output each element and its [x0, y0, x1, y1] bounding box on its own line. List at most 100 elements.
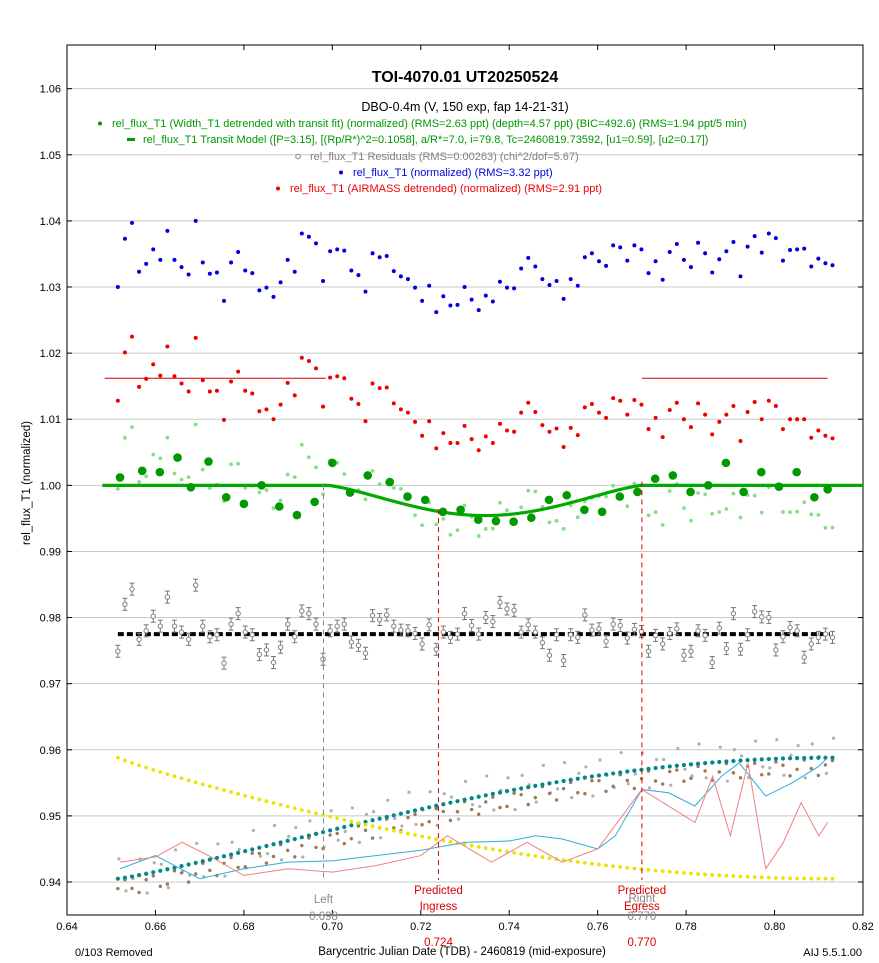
detrended-binned-point: [686, 487, 695, 497]
yellow-point: [250, 795, 255, 800]
normalized-point: [165, 228, 170, 233]
teal-point: [129, 874, 135, 879]
teal-point: [533, 783, 538, 788]
detrended-raw-point: [476, 534, 481, 538]
residual-point: [631, 626, 638, 633]
normalized-point: [674, 242, 679, 247]
silver-point: [230, 840, 234, 844]
yellow-point: [632, 866, 637, 871]
teal-point: [717, 759, 722, 765]
residual-point: [391, 623, 397, 629]
residual-point: [263, 647, 270, 653]
yellow-point: [667, 869, 672, 874]
residual-point: [398, 627, 404, 633]
teal-point: [236, 850, 241, 855]
yellow-point: [406, 831, 410, 836]
silver-point: [803, 776, 807, 780]
brown-point: [703, 769, 707, 773]
normalized-point: [731, 240, 736, 245]
detrended-binned-point: [173, 453, 182, 462]
yellow-point: [781, 876, 785, 880]
teal-point: [455, 799, 460, 804]
teal-point: [363, 819, 368, 825]
silver-point: [251, 828, 255, 832]
normalized-point: [519, 266, 524, 271]
brown-point: [689, 776, 693, 780]
teal-point: [568, 777, 573, 782]
ingress-marker-label: Predicted: [414, 885, 463, 897]
normalized-point: [681, 257, 686, 262]
teal-point: [462, 797, 467, 802]
normalized-point: [738, 274, 743, 279]
left-marker-value: 0.698: [309, 911, 338, 923]
yellow-point: [306, 809, 311, 814]
airmass-point: [377, 386, 382, 391]
brown-point: [342, 841, 346, 846]
residual-point: [674, 626, 680, 632]
yellow-point: [229, 790, 233, 794]
detrended-raw-point: [483, 527, 488, 531]
brown-point: [151, 874, 155, 878]
silver-point: [329, 809, 333, 813]
yellow-point: [696, 872, 700, 876]
residual-point: [362, 650, 369, 656]
teal-point: [278, 840, 283, 845]
detrended-binned-point: [155, 467, 165, 477]
silver-point: [704, 776, 708, 780]
teal-point: [172, 865, 177, 870]
residual-point: [808, 641, 814, 647]
residual-point: [136, 636, 142, 643]
silver-point: [754, 739, 758, 743]
egress-marker-value: 0.770: [627, 937, 656, 949]
airmass-point: [547, 429, 552, 434]
detrended-binned-point: [509, 517, 518, 527]
residual-point: [603, 638, 609, 645]
normalized-point: [596, 259, 601, 264]
legend-label: rel_flux_T1 Transit Model ([P=3.15], [(R…: [143, 134, 708, 146]
teal-point: [603, 772, 609, 777]
brown-point: [477, 812, 481, 816]
yellow-point: [795, 876, 800, 881]
silver-point: [258, 854, 262, 858]
brown-point: [455, 810, 460, 814]
silver-point: [456, 817, 461, 821]
residual-point: [327, 628, 333, 634]
yellow-point: [356, 821, 361, 825]
airmass-point: [448, 441, 453, 446]
residual-point: [115, 648, 121, 654]
normalized-point: [299, 231, 304, 236]
yellow-point: [335, 816, 340, 821]
detrended-raw-point: [731, 491, 736, 496]
teal-point: [653, 765, 658, 771]
residual-point: [355, 642, 362, 649]
normalized-point: [547, 283, 552, 288]
airmass-point: [257, 409, 262, 414]
yellow-point: [788, 876, 792, 881]
normalized-point: [377, 255, 382, 260]
yellow-point: [222, 788, 226, 792]
brown-point: [505, 804, 509, 809]
normalized-point: [193, 218, 198, 223]
detrended-raw-point: [809, 512, 814, 517]
normalized-point: [328, 249, 333, 254]
yellow-point: [179, 776, 184, 781]
normalized-point: [200, 260, 205, 265]
yellow-point: [137, 763, 141, 768]
yellow-point: [236, 791, 241, 796]
detrended-binned-point: [363, 471, 373, 480]
residual-point: [801, 654, 807, 660]
brown-point: [738, 776, 743, 780]
residual-point: [129, 586, 135, 592]
detrended-raw-point: [264, 488, 269, 492]
teal-point: [144, 871, 149, 876]
residual-point: [412, 630, 418, 637]
residual-point: [207, 634, 213, 640]
teal-point: [377, 816, 382, 821]
detrended-binned-point: [456, 505, 465, 515]
silver-point: [697, 742, 701, 746]
detrended-binned-point: [739, 487, 748, 497]
normalized-point: [144, 261, 149, 266]
brown-point: [363, 828, 368, 833]
brown-point: [823, 763, 828, 767]
yellow-point: [752, 875, 757, 880]
